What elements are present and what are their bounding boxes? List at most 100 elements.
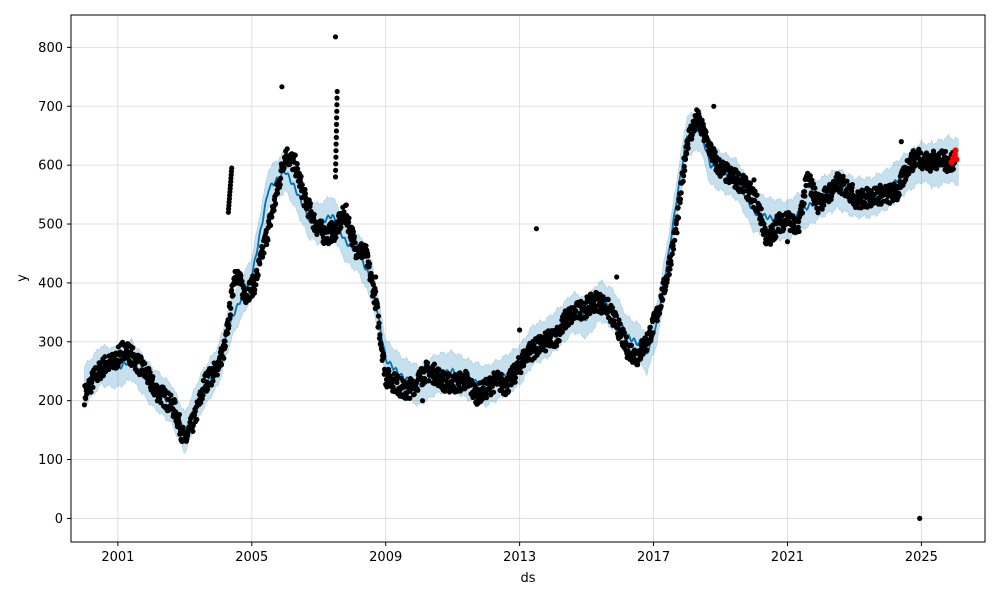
observed-point	[350, 229, 356, 235]
observed-point	[942, 148, 949, 155]
observed-point	[332, 174, 339, 180]
observed-point	[577, 310, 583, 316]
observed-point	[685, 145, 691, 151]
x-tick-label: 2021	[771, 550, 804, 565]
observed-point	[90, 384, 96, 390]
observed-point	[264, 241, 270, 248]
observed-point	[657, 310, 663, 316]
observed-point	[83, 395, 89, 402]
observed-point	[176, 412, 182, 418]
observed-point	[241, 285, 247, 291]
observed-point	[142, 360, 148, 367]
observed-point	[689, 132, 695, 138]
observed-point	[314, 231, 320, 237]
observed-point	[426, 378, 432, 384]
observed-point	[333, 154, 339, 160]
observed-point	[333, 121, 340, 127]
observed-point	[862, 199, 868, 206]
observed-point	[147, 369, 153, 375]
observed-point	[815, 210, 821, 216]
observed-point	[650, 330, 656, 336]
observed-point	[662, 287, 669, 293]
outlier-point	[917, 515, 923, 522]
observed-point	[767, 241, 774, 247]
x-tick-label: 2001	[101, 550, 134, 565]
observed-point	[919, 166, 925, 172]
x-axis-ticks: 2001 2005 2009 2013 2017 2021 2025	[101, 542, 938, 565]
observed-point	[210, 378, 216, 384]
observed-point	[284, 146, 290, 152]
observed-point	[333, 167, 339, 173]
observed-point	[654, 318, 660, 324]
observed-point	[334, 88, 340, 95]
observed-point	[681, 173, 687, 179]
observed-point	[377, 332, 383, 338]
outlier-point	[537, 348, 543, 354]
observed-point	[268, 222, 274, 228]
observed-point	[431, 361, 437, 367]
observed-point	[229, 165, 235, 171]
observed-point	[758, 206, 764, 212]
observed-point	[844, 178, 850, 184]
observed-point	[102, 354, 108, 360]
observed-point	[531, 342, 537, 348]
observed-point	[415, 387, 421, 393]
observed-point	[703, 129, 709, 135]
observed-point	[672, 237, 678, 243]
observed-point	[669, 251, 675, 257]
observed-point	[819, 206, 825, 212]
observed-point	[370, 281, 376, 288]
observed-point	[180, 424, 186, 430]
observed-point	[386, 368, 392, 374]
observed-point	[660, 297, 666, 303]
observed-point	[950, 166, 956, 172]
y-tick-label: 600	[38, 159, 63, 174]
observed-point	[605, 297, 611, 303]
observed-point	[579, 299, 585, 305]
x-tick-label: 2025	[905, 550, 938, 565]
observed-point	[736, 171, 742, 177]
observed-point	[97, 360, 103, 366]
observed-point	[334, 115, 340, 121]
observed-point	[796, 228, 802, 235]
observed-point	[333, 234, 339, 241]
observed-point	[381, 353, 387, 359]
observed-point	[168, 392, 174, 398]
observed-point	[319, 219, 325, 225]
observed-point	[512, 375, 519, 381]
observed-point	[675, 205, 681, 211]
observed-point	[365, 253, 371, 259]
observed-point	[762, 225, 768, 231]
observed-point	[514, 369, 520, 375]
observed-point	[257, 261, 263, 267]
observed-point	[334, 95, 340, 101]
y-tick-label: 800	[38, 41, 63, 56]
observed-point	[761, 221, 767, 227]
observed-point	[311, 211, 317, 218]
y-tick-label: 500	[38, 218, 63, 233]
y-tick-label: 0	[55, 512, 63, 527]
observed-point	[682, 168, 688, 174]
observed-point	[338, 224, 344, 230]
observed-point	[754, 192, 760, 198]
outlier-point	[533, 226, 540, 232]
outlier-point	[373, 274, 379, 280]
observed-point	[334, 108, 340, 114]
observed-point	[346, 219, 352, 225]
x-tick-label: 2017	[637, 550, 670, 565]
observed-point	[543, 348, 549, 354]
plot-area	[71, 15, 985, 542]
outlier-point	[711, 103, 717, 109]
x-tick-label: 2013	[503, 550, 536, 565]
y-axis-ticks: 0 100 200 300 400 500 600 700 800	[38, 41, 71, 527]
observed-point	[230, 292, 236, 298]
outlier-point	[614, 274, 620, 280]
observed-point	[100, 373, 106, 379]
x-tick-label: 2009	[369, 550, 402, 565]
observed-point	[352, 240, 358, 246]
observed-point	[252, 287, 258, 293]
observed-point	[208, 382, 215, 388]
observed-point	[675, 215, 682, 221]
observed-point	[825, 193, 831, 199]
observed-point	[512, 379, 518, 385]
